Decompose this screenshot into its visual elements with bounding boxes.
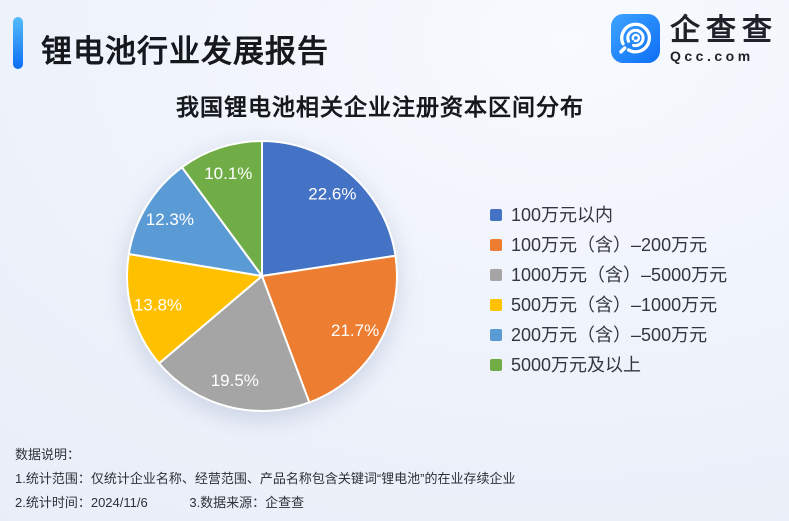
legend-label: 5000万元及以上 xyxy=(511,355,642,375)
pie-slice-label: 13.8% xyxy=(134,295,182,314)
legend-label: 1000万元（含）–5000万元 xyxy=(511,265,728,285)
qcc-logo-icon xyxy=(611,14,660,63)
data-source: 3.数据来源：企查查 xyxy=(189,495,305,510)
pie-slice xyxy=(180,140,263,277)
title-accent-bar xyxy=(13,17,23,69)
pie-slice-label: 12.3% xyxy=(146,210,194,229)
pie-slice xyxy=(126,253,263,365)
legend-swatch xyxy=(490,209,502,221)
data-notes: 数据说明： 1.统计范围：仅统计企业名称、经营范围、产品名称包含关键词“锂电池”… xyxy=(15,443,516,515)
pie-slice xyxy=(127,166,263,277)
legend-label: 200万元（含）–500万元 xyxy=(511,325,708,345)
pie-slice-label: 21.7% xyxy=(331,321,379,340)
pie-slice-label: 22.6% xyxy=(308,185,356,204)
qcc-logo-name: 企查查 xyxy=(670,14,778,47)
legend-swatch xyxy=(490,239,502,251)
legend-item: 200万元（含）–500万元 xyxy=(490,320,727,350)
legend-item: 100万元（含）–200万元 xyxy=(490,230,727,260)
legend-label: 500万元（含）–1000万元 xyxy=(511,295,718,315)
legend-item: 500万元（含）–1000万元 xyxy=(490,290,727,320)
legend-item: 100万元以内 xyxy=(490,200,727,230)
pie-slice-label: 19.5% xyxy=(211,371,259,390)
legend-item: 5000万元及以上 xyxy=(490,350,727,380)
qcc-logo-text: 企查查 Qcc.com xyxy=(670,14,778,64)
qcc-logo: 企查查 Qcc.com xyxy=(611,14,778,64)
legend-swatch xyxy=(490,359,502,371)
legend-swatch xyxy=(490,299,502,311)
chart-title: 我国锂电池相关企业注册资本区间分布 xyxy=(176,94,584,120)
report-title: 锂电池行业发展报告 xyxy=(41,34,329,69)
pie-slice xyxy=(261,140,397,277)
legend-label: 100万元以内 xyxy=(511,205,614,225)
pie-slice xyxy=(158,275,311,412)
qcc-logo-domain: Qcc.com xyxy=(670,48,754,64)
legend-item: 1000万元（含）–5000万元 xyxy=(490,260,727,290)
data-notes-line2: 2.统计时间：2024/11/6 3.数据来源：企查查 xyxy=(15,491,516,515)
legend-label: 100万元（含）–200万元 xyxy=(511,235,708,255)
legend: 100万元以内 100万元（含）–200万元 1000万元（含）–5000万元 500… xyxy=(490,200,727,380)
pie-slice-label: 10.1% xyxy=(204,164,252,183)
data-notes-heading: 数据说明： xyxy=(15,447,81,462)
stat-date: 2.统计时间：2024/11/6 xyxy=(15,495,148,510)
pie-chart: 22.6% 21.7% 19.5% 13.8% 12.3% 10.1% xyxy=(126,140,398,412)
legend-swatch xyxy=(490,329,502,341)
data-notes-line1: 1.统计范围：仅统计企业名称、经营范围、产品名称包含关键词“锂电池”的在业存续企… xyxy=(15,471,516,486)
legend-swatch xyxy=(490,269,502,281)
